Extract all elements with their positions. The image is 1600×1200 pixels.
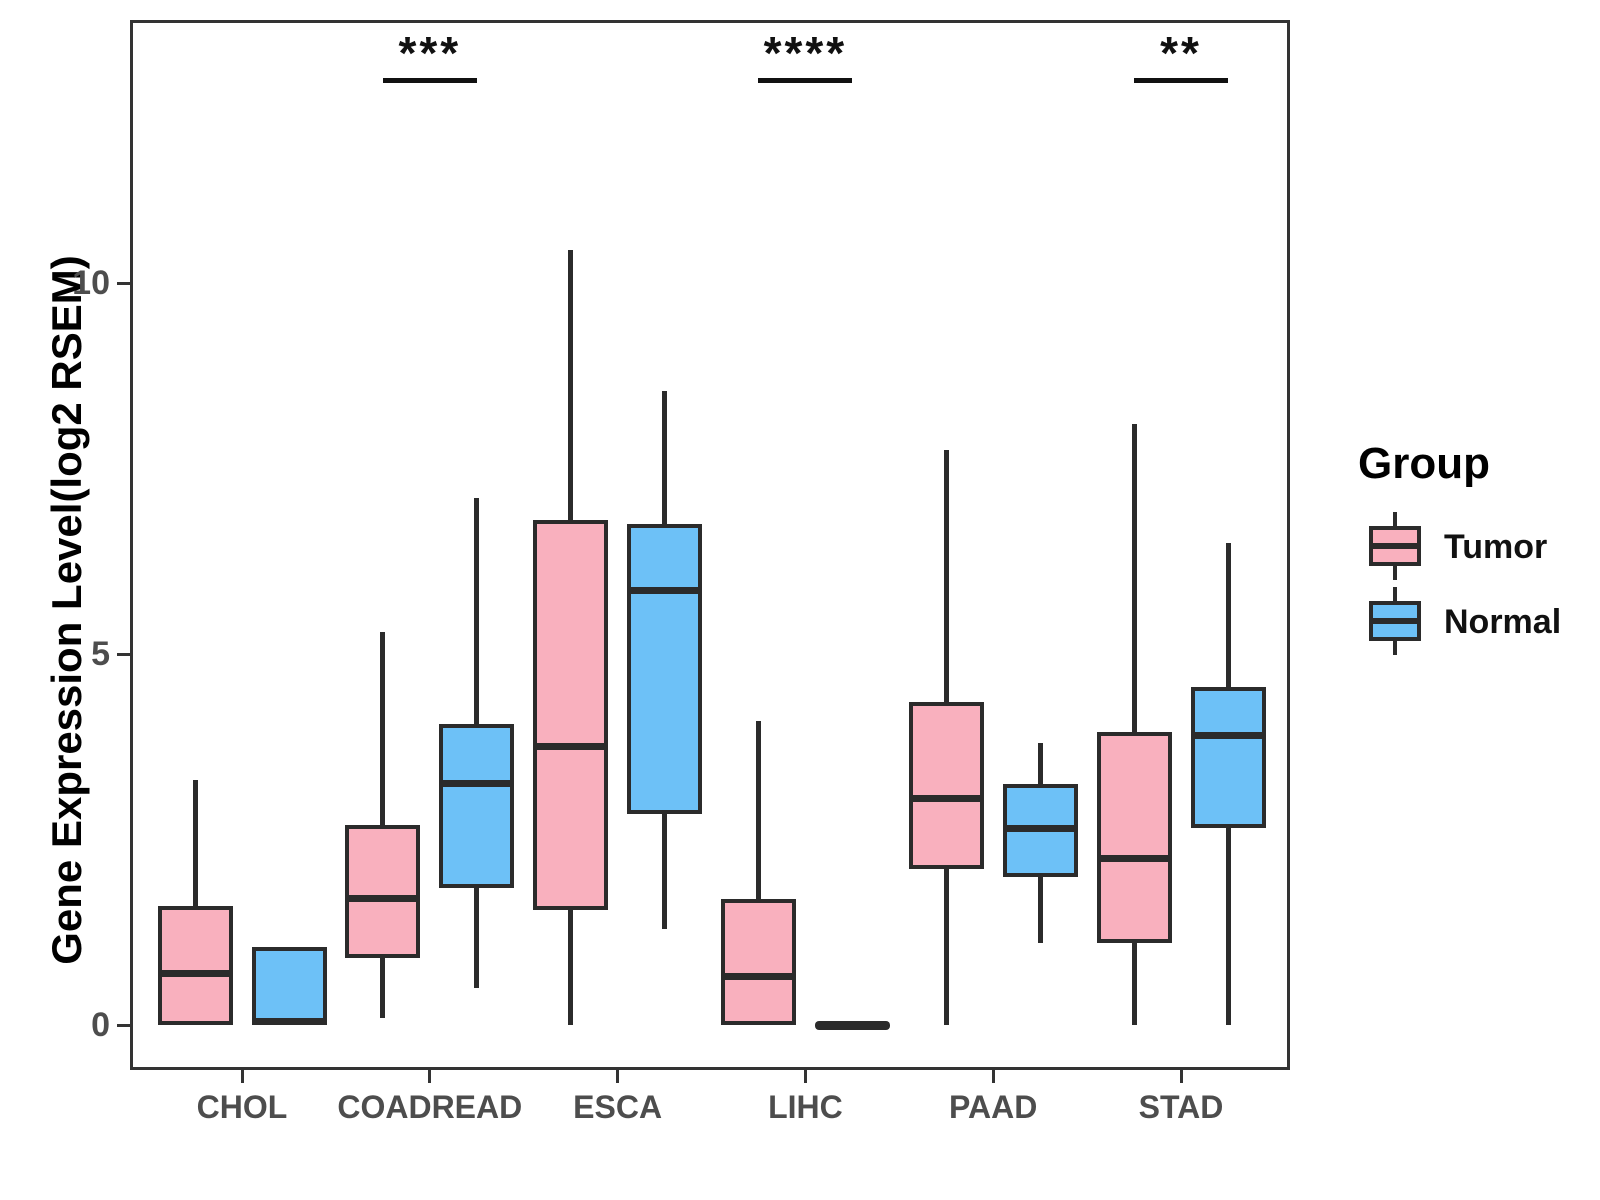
median-STAD-Normal	[1190, 732, 1266, 740]
whisker-lower-STAD-Tumor	[1131, 943, 1137, 1025]
y-tick-label-0: 0	[91, 1006, 110, 1044]
legend-key-tumor-boxplot-icon	[1365, 512, 1425, 582]
median-LIHC-Tumor	[720, 973, 796, 981]
box-PAAD-Tumor	[908, 702, 984, 870]
x-tick-COADREAD	[428, 1070, 432, 1083]
median-ESCA-Tumor	[533, 743, 609, 751]
legend-key-normal-boxplot-icon	[1365, 587, 1425, 657]
median-COADREAD-Tumor	[345, 895, 421, 903]
x-tick-CHOL	[240, 1070, 244, 1083]
whisker-upper-COADREAD-Normal	[474, 498, 480, 725]
box-COADREAD-Tumor	[345, 824, 421, 959]
median-PAAD-Normal	[1002, 824, 1078, 832]
median-STAD-Tumor	[1096, 854, 1172, 862]
whisker-upper-STAD-Tumor	[1131, 423, 1137, 732]
sig-stars-COADREAD: ***	[398, 27, 462, 79]
legend-key-whisker-top	[1393, 512, 1397, 526]
sig-stars-LIHC: ****	[763, 27, 848, 79]
legend-entry-tumor: Tumor	[1330, 512, 1590, 582]
x-label-STAD: STAD	[1138, 1089, 1224, 1125]
legend-key-whisker-bottom	[1393, 641, 1397, 655]
x-tick-LIHC	[803, 1070, 807, 1083]
legend-key-whisker-top	[1393, 587, 1397, 601]
whisker-lower-COADREAD-Normal	[474, 887, 480, 988]
box-STAD-Tumor	[1096, 731, 1172, 944]
boxplot-flat-LIHC-Normal	[814, 1020, 890, 1030]
whisker-upper-PAAD-Normal	[1037, 743, 1043, 784]
box-COADREAD-Normal	[439, 724, 515, 888]
y-tick-5	[117, 652, 130, 656]
median-CHOL-Tumor	[157, 969, 233, 977]
whisker-upper-ESCA-Normal	[662, 390, 668, 525]
box-ESCA-Tumor	[533, 520, 609, 910]
y-tick-0	[117, 1023, 130, 1027]
x-label-ESCA: ESCA	[573, 1089, 663, 1125]
whisker-upper-LIHC-Tumor	[755, 720, 761, 899]
x-label-LIHC: LIHC	[768, 1089, 843, 1125]
y-tick-label-10: 10	[72, 264, 110, 302]
sig-bar-STAD	[1134, 78, 1228, 83]
whisker-upper-STAD-Normal	[1225, 542, 1231, 688]
legend-entry-normal: Normal	[1330, 587, 1590, 657]
median-CHOL-Normal	[251, 1017, 327, 1025]
whisker-lower-ESCA-Tumor	[568, 909, 574, 1025]
legend-key-median	[1369, 618, 1421, 624]
sig-bar-COADREAD	[382, 78, 477, 83]
legend-key-median	[1369, 543, 1421, 549]
whisker-upper-PAAD-Tumor	[943, 449, 949, 703]
whisker-lower-STAD-Normal	[1225, 828, 1231, 1025]
x-tick-PAAD	[991, 1070, 995, 1083]
x-tick-ESCA	[616, 1070, 620, 1083]
legend-label-tumor: Tumor	[1444, 528, 1548, 566]
whisker-upper-CHOL-Tumor	[192, 780, 198, 907]
x-label-PAAD: PAAD	[949, 1089, 1038, 1125]
sig-stars-STAD: **	[1160, 27, 1202, 79]
x-label-COADREAD: COADREAD	[337, 1089, 523, 1125]
legend-title: Group	[1358, 439, 1490, 488]
legend-label-normal: Normal	[1444, 603, 1562, 641]
whisker-upper-ESCA-Tumor	[568, 249, 574, 521]
whisker-lower-PAAD-Normal	[1037, 876, 1043, 944]
median-ESCA-Normal	[627, 587, 703, 595]
x-tick-STAD	[1179, 1070, 1183, 1083]
legend-key-whisker-bottom	[1393, 566, 1397, 580]
sig-bar-LIHC	[758, 78, 853, 83]
box-ESCA-Normal	[627, 524, 703, 814]
box-LIHC-Tumor	[720, 898, 796, 1025]
median-PAAD-Tumor	[908, 795, 984, 803]
y-tick-label-5: 5	[91, 635, 110, 673]
box-STAD-Normal	[1190, 687, 1266, 829]
box-CHOL-Tumor	[157, 906, 233, 1025]
x-label-CHOL: CHOL	[196, 1089, 288, 1125]
box-CHOL-Normal	[251, 947, 327, 1025]
whisker-upper-COADREAD-Tumor	[380, 631, 386, 825]
whisker-lower-ESCA-Normal	[662, 813, 668, 929]
median-COADREAD-Normal	[439, 780, 515, 788]
y-tick-10	[117, 281, 130, 285]
whisker-lower-PAAD-Tumor	[943, 869, 949, 1025]
whisker-lower-COADREAD-Tumor	[380, 958, 386, 1018]
